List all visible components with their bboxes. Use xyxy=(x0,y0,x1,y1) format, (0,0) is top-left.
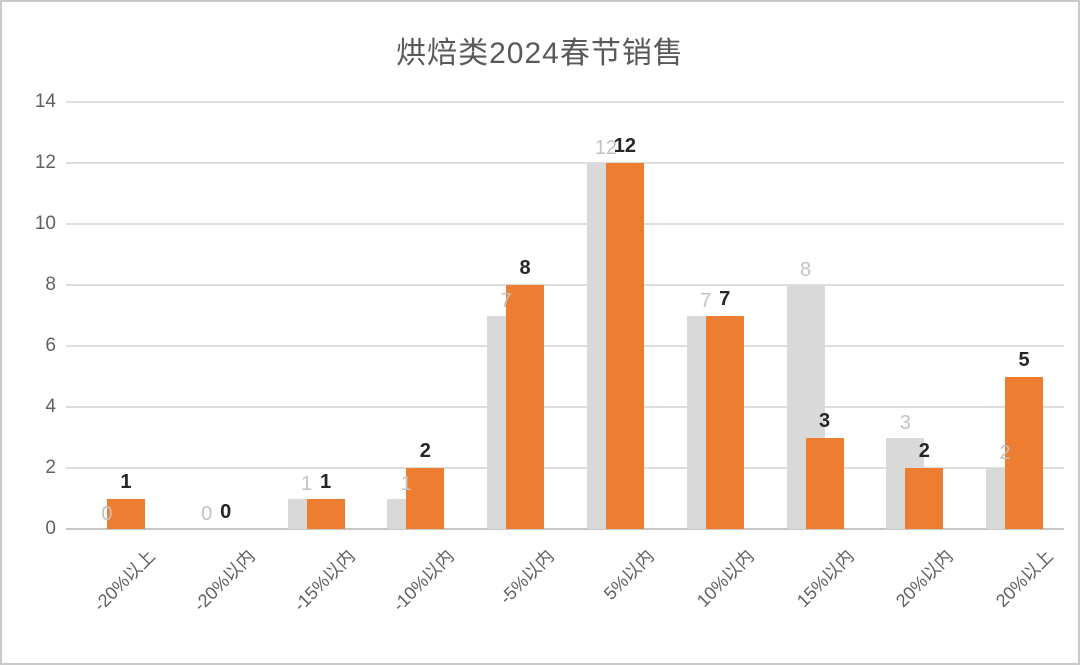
gray-series-value-label: 2 xyxy=(999,442,1011,464)
gray-series-value-label: 12 xyxy=(594,137,618,159)
gray-series-value-label: 7 xyxy=(500,289,512,312)
y-axis-tick-label: 2 xyxy=(45,457,56,478)
gray-series-value-label: 3 xyxy=(899,411,911,434)
orange-series-bar xyxy=(306,498,345,529)
y-axis-tick-label: 0 xyxy=(45,518,56,539)
chart-title: 烘焙类2024春节销售 xyxy=(396,37,684,70)
gridline xyxy=(66,162,1064,164)
orange-series-value-label: 5 xyxy=(1018,348,1030,371)
orange-series-value-label: 1 xyxy=(319,470,332,493)
orange-series-value-label: 2 xyxy=(419,440,431,462)
orange-series-bar xyxy=(406,468,445,529)
orange-series-value-label: 1 xyxy=(120,470,132,493)
y-axis-tick-label: 12 xyxy=(34,152,56,173)
orange-series-value-label: 3 xyxy=(818,409,831,432)
orange-series-value-label: 2 xyxy=(918,440,930,462)
y-axis-tick-label: 10 xyxy=(34,213,56,234)
gray-series-value-label: 1 xyxy=(400,472,412,495)
gridline xyxy=(66,101,1064,103)
orange-series-value-label: 0 xyxy=(220,501,232,523)
orange-series-value-label: 12 xyxy=(613,135,637,157)
orange-series-bar xyxy=(1005,376,1044,529)
gray-series-value-label: 8 xyxy=(799,259,812,281)
orange-series-bar xyxy=(805,437,844,529)
gray-series-value-label: 0 xyxy=(201,503,213,525)
orange-series-bar xyxy=(905,468,944,529)
gray-series-value-label: 7 xyxy=(700,289,712,312)
orange-series-bar xyxy=(605,163,644,529)
orange-series-value-label: 7 xyxy=(719,287,731,310)
gridline xyxy=(66,223,1064,225)
gridline xyxy=(66,345,1064,347)
gridline xyxy=(66,467,1064,469)
orange-series-bar xyxy=(705,315,744,529)
orange-series-bar xyxy=(106,498,145,529)
y-axis-tick-label: 8 xyxy=(45,274,56,295)
y-axis-tick-label: 4 xyxy=(45,396,56,417)
gray-series-value-label: 0 xyxy=(101,503,113,525)
orange-series-bar xyxy=(506,285,545,529)
y-axis-tick-label: 6 xyxy=(45,335,56,356)
orange-series-value-label: 8 xyxy=(519,257,531,279)
x-axis-line xyxy=(66,528,1064,530)
y-axis-tick-label: 14 xyxy=(34,91,56,112)
gray-series-value-label: 1 xyxy=(300,472,313,495)
x-axis-category-label: -20%以上 xyxy=(89,545,159,616)
gridline xyxy=(66,406,1064,408)
gridline xyxy=(66,284,1064,286)
